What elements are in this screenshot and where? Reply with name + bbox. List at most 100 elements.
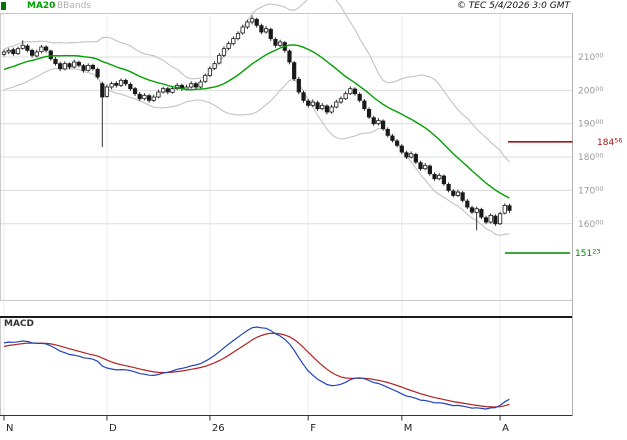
candle-body [380, 120, 386, 130]
candle-body [278, 41, 283, 46]
candle-body [324, 105, 330, 113]
candle-body [123, 79, 128, 85]
candle-body [399, 145, 404, 153]
month-axis-label: F [310, 423, 316, 434]
candle-body [366, 108, 372, 118]
macd-layer [3, 326, 510, 410]
candle-body [207, 68, 213, 76]
candle-body [221, 48, 227, 56]
ma20-line-layer [3, 44, 510, 199]
candle-body [212, 63, 217, 69]
macd-panel-label: MACD [4, 319, 34, 329]
candle-body [25, 45, 30, 51]
candle-body [483, 217, 489, 223]
candle-body [296, 78, 301, 93]
price-axis-label: 20000 [578, 85, 603, 97]
legend-bbands-label: BBands [57, 1, 91, 11]
candle-body [6, 49, 11, 53]
candle-body [95, 68, 100, 78]
macd-panel-border [0, 316, 573, 416]
candle-body [441, 175, 447, 185]
candle-body [502, 205, 507, 214]
axis-labels-layer: 21000 20000 19000 18000 17000 16000 N D 26 F M A [3, 52, 603, 434]
candle-body [310, 101, 315, 106]
month-axis-label: N [6, 423, 13, 434]
candle-body [320, 104, 325, 110]
candle-body [240, 26, 245, 34]
grid-layer [0, 13, 573, 416]
bollinger-bands-layer [3, 0, 510, 236]
candle-body [437, 174, 442, 180]
candle-body [334, 101, 339, 108]
macd-line [3, 326, 510, 410]
candle-body [292, 62, 297, 80]
candle-body [235, 33, 241, 40]
candle-body [48, 50, 53, 60]
candle-body [67, 63, 72, 68]
candle-body [81, 65, 86, 71]
candle-body [263, 28, 269, 33]
candle-body [329, 106, 334, 113]
copyright-text: © TEC 5/4/2026 3:0 GMT [456, 1, 570, 11]
candle-body [348, 88, 353, 95]
candle-body [203, 74, 208, 82]
candle-body [198, 81, 203, 88]
candle-body [114, 82, 119, 86]
candle-body [409, 153, 414, 158]
resistance-level-label: 18456 [597, 136, 622, 148]
candle-body [254, 18, 259, 26]
candle-body [156, 91, 161, 98]
candle-body [488, 215, 493, 223]
candle-body [376, 119, 381, 125]
candle-body [497, 213, 503, 225]
candle-body [90, 64, 96, 70]
candle-body [469, 207, 475, 213]
candle-body [53, 58, 58, 65]
candle-body [15, 48, 21, 55]
candle-body [100, 83, 105, 98]
candle-body [146, 95, 152, 101]
candle-body [151, 96, 156, 101]
candle-body [109, 83, 114, 88]
support-level-label: 15123 [575, 247, 600, 259]
candle-body [58, 63, 63, 70]
candle-body [76, 61, 81, 66]
candle-body [104, 86, 110, 97]
candle-body [128, 83, 133, 90]
candle-body [193, 83, 198, 88]
candle-body [474, 208, 479, 213]
candle-body [249, 18, 255, 23]
ma20-line [3, 44, 510, 199]
candle-body [20, 44, 25, 49]
candle-body [479, 209, 484, 218]
candle-body [165, 88, 170, 93]
candle-body [306, 100, 311, 106]
candle-body [357, 93, 362, 101]
candle-body [161, 88, 166, 93]
candle-body [44, 46, 49, 51]
month-axis-label: D [109, 423, 117, 434]
candle-body [343, 93, 348, 100]
candle-body [29, 49, 35, 56]
candle-body [268, 28, 273, 40]
candle-body [338, 98, 344, 103]
month-axis-label: A [502, 423, 509, 434]
candle-body [132, 88, 138, 95]
candle-body [390, 135, 395, 141]
candle-body [170, 88, 175, 93]
candle-body [287, 50, 292, 63]
candle-body [315, 102, 320, 110]
candle-body [273, 38, 278, 46]
candle-body [418, 162, 423, 170]
price-axis-label: 21000 [578, 52, 603, 64]
candle-body [189, 83, 194, 88]
macd-signal-line [3, 332, 510, 408]
candle-body [62, 63, 67, 70]
legend-marker-icon [1, 2, 6, 10]
candle-body [423, 164, 428, 170]
candle-body [432, 173, 437, 180]
candle-body [455, 191, 461, 196]
price-axis-label: 19000 [578, 118, 603, 130]
candle-body [1, 51, 7, 55]
